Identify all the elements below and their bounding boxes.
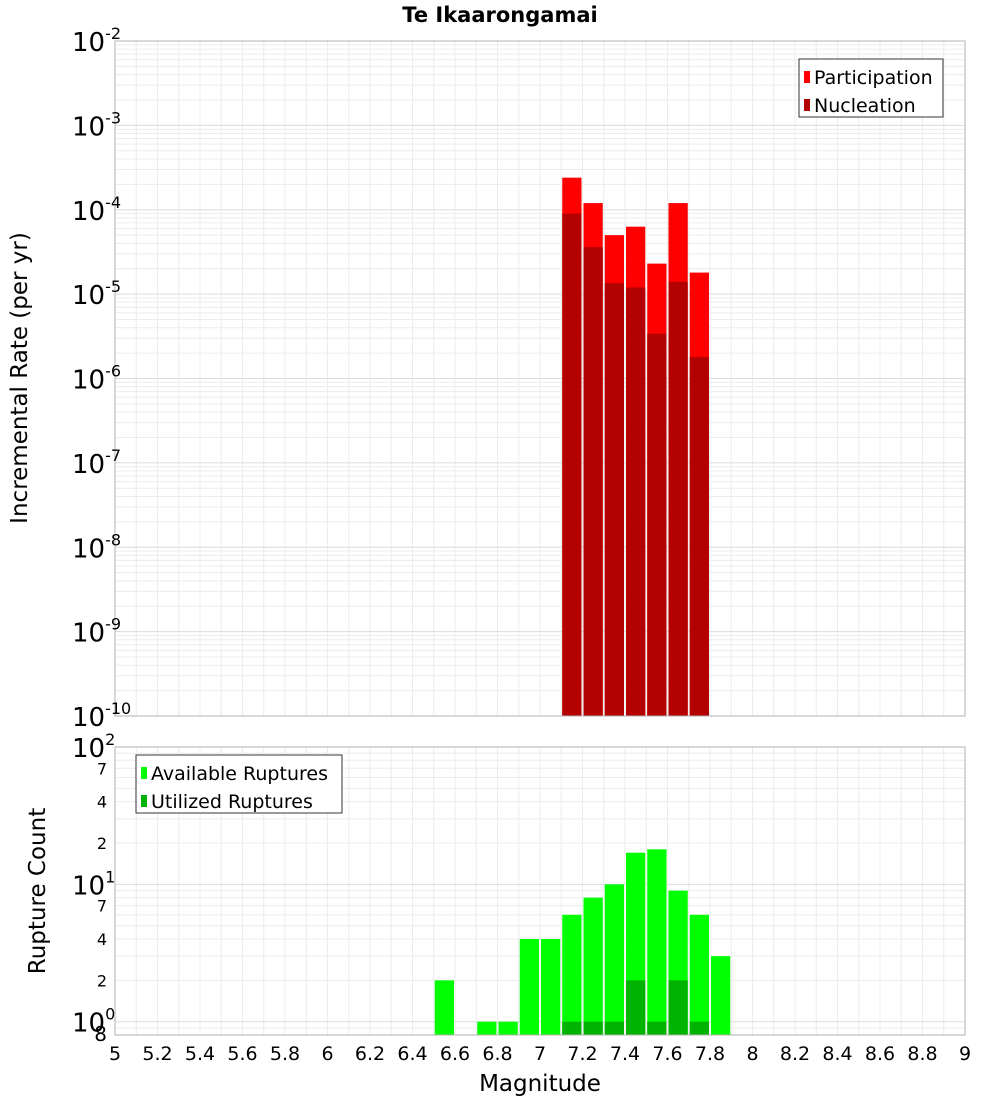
bottom-y-minor-label: 2: [97, 971, 107, 990]
bottom-plot-area: 8 2 4 7 2 4 7 100 101 102 Available Ruptures Utiliz…: [72, 730, 966, 1046]
top-bar-nucleation: [583, 247, 603, 716]
top-bar-nucleation: [604, 283, 624, 716]
top-y-tick-label: 10-6: [72, 362, 121, 396]
bottom-y-tick-label: 102: [72, 730, 115, 764]
top-y-tick-label: 10-3: [72, 108, 121, 142]
x-tick-label: 5.4: [185, 1043, 215, 1065]
x-tick-label: 5.8: [270, 1043, 300, 1065]
top-bar-nucleation: [626, 287, 646, 716]
x-tick-label: 5.2: [142, 1043, 172, 1065]
x-tick-label: 7.8: [695, 1043, 725, 1065]
top-legend-label: Participation: [814, 67, 933, 89]
x-tick-label: 6.6: [440, 1043, 470, 1065]
x-tick-label: 9: [959, 1043, 971, 1065]
bottom-legend-label: Available Ruptures: [151, 763, 328, 785]
x-tick-label: 7.2: [567, 1043, 597, 1065]
x-tick-label: 6.8: [482, 1043, 512, 1065]
bottom-legend-box: [135, 754, 343, 814]
bottom-y-minor-label: 8: [94, 1022, 107, 1046]
bottom-bar-available-ruptures: [562, 914, 582, 1035]
bottom-bar-utilized-ruptures: [689, 1021, 709, 1035]
top-y-axis-label: Incremental Rate (per yr): [7, 232, 33, 524]
top-bar-nucleation: [647, 333, 667, 716]
bottom-bar-available-ruptures: [689, 914, 709, 1035]
top-legend: Participation Nucleation: [798, 58, 944, 118]
top-bar-nucleation: [562, 213, 582, 717]
x-tick-label: 8.2: [780, 1043, 810, 1065]
top-plot-area: 10-10 10-9 10-8 10-7 10-6 10-5 10-4 10-3 10-2 Par…: [72, 24, 966, 733]
top-legend-box: [798, 58, 944, 118]
bottom-legend-swatch: [141, 795, 147, 807]
bottom-bar-available-ruptures: [434, 980, 454, 1035]
bottom-y-minor-label: 7: [97, 759, 107, 778]
top-legend-swatch: [804, 99, 810, 111]
bottom-plot-frame: [114, 746, 966, 1036]
bottom-bar-available-ruptures: [541, 939, 561, 1035]
x-tick-label: 8.6: [865, 1043, 895, 1065]
x-tick-label: 7.6: [652, 1043, 682, 1065]
bottom-bar-utilized-ruptures: [626, 980, 646, 1035]
bottom-bar-available-ruptures: [477, 1021, 497, 1035]
chart-title: Te Ikaarongamai: [402, 3, 597, 27]
bottom-y-minor-label: 7: [97, 897, 107, 916]
bottom-bar-utilized-ruptures: [562, 1021, 582, 1035]
top-y-tick-label: 10-2: [72, 24, 121, 58]
bottom-bar-available-ruptures: [711, 956, 731, 1035]
x-tick-label: 5.6: [227, 1043, 257, 1065]
bottom-bar-available-ruptures: [498, 1021, 518, 1035]
top-y-tick-label: 10-7: [72, 446, 121, 480]
x-axis-label: Magnitude: [479, 1071, 601, 1097]
top-y-tick-label: 10-5: [72, 277, 121, 311]
bottom-bar-utilized-ruptures: [604, 1021, 624, 1035]
bottom-legend-label: Utilized Ruptures: [151, 791, 313, 813]
top-bar-nucleation: [668, 281, 688, 716]
x-tick-labels: 5 5.2 5.4 5.6 5.8 6 6.2 6.4 6.6 6.8 7 7.2 7.4 7.6 7.8 8…: [109, 1043, 971, 1065]
top-y-tick-label: 10-9: [72, 615, 121, 649]
bottom-bar-utilized-ruptures: [647, 1021, 667, 1035]
top-legend-swatch: [804, 71, 810, 83]
bottom-y-minor-label: 4: [97, 793, 107, 812]
x-tick-label: 8.4: [822, 1043, 852, 1065]
top-grid: [114, 40, 966, 717]
top-plot-frame: [114, 40, 966, 717]
x-tick-label: 6.2: [355, 1043, 385, 1065]
bottom-legend: Available Ruptures Utilized Ruptures: [135, 754, 343, 814]
bottom-bar-available-ruptures: [647, 849, 667, 1035]
bottom-y-minor-label: 4: [97, 930, 107, 949]
top-y-tick-label: 10-4: [72, 193, 121, 227]
top-y-tick-label: 10-8: [72, 530, 121, 564]
x-tick-label: 7.4: [610, 1043, 640, 1065]
bottom-y-minor-label: 2: [97, 834, 107, 853]
bottom-y-tick-label: 100: [72, 1005, 115, 1039]
bottom-y-tick-label: 101: [72, 867, 115, 901]
top-legend-label: Nucleation: [814, 95, 916, 117]
x-tick-label: 7: [534, 1043, 546, 1065]
bottom-bar-utilized-ruptures: [583, 1021, 603, 1035]
bottom-bar-available-ruptures: [604, 884, 624, 1035]
bottom-y-axis-label: Rupture Count: [25, 808, 51, 974]
x-tick-label: 5: [109, 1043, 121, 1065]
x-tick-label: 6.4: [397, 1043, 427, 1065]
x-tick-label: 8.8: [907, 1043, 937, 1065]
top-bar-nucleation: [689, 356, 709, 716]
bottom-bar-utilized-ruptures: [668, 980, 688, 1035]
bottom-bar-available-ruptures: [583, 897, 603, 1035]
x-tick-label: 8: [746, 1043, 758, 1065]
top-y-tick-label: 10-10: [72, 699, 131, 733]
bottom-legend-swatch: [141, 767, 147, 779]
bottom-bar-available-ruptures: [519, 939, 539, 1035]
x-tick-label: 6: [321, 1043, 333, 1065]
